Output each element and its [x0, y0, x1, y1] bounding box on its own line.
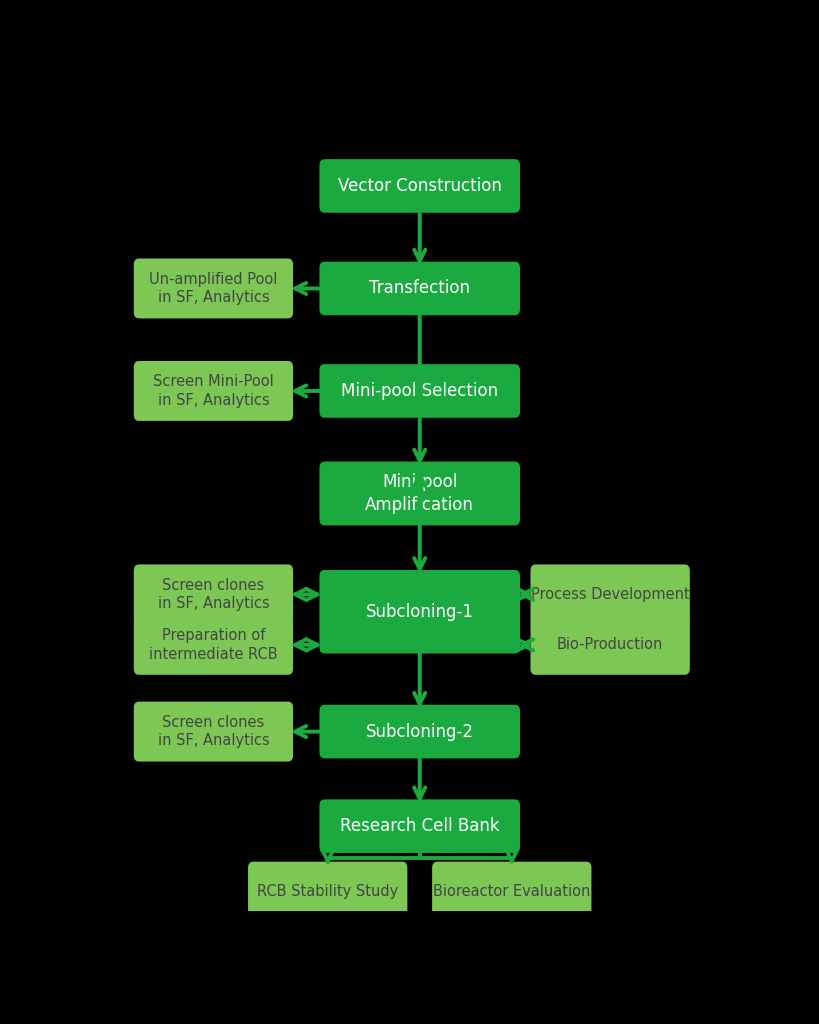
- Text: Vector Construction: Vector Construction: [337, 177, 502, 195]
- Text: RCB Stability Study: RCB Stability Study: [257, 884, 398, 899]
- FancyBboxPatch shape: [319, 365, 520, 418]
- FancyBboxPatch shape: [319, 570, 520, 653]
- FancyBboxPatch shape: [531, 564, 690, 625]
- Text: Un-amplified Pool
in SF, Analytics: Un-amplified Pool in SF, Analytics: [149, 271, 278, 305]
- Text: Subcloning-1: Subcloning-1: [366, 603, 473, 621]
- FancyBboxPatch shape: [133, 564, 293, 625]
- FancyBboxPatch shape: [319, 262, 520, 315]
- Text: Bio-Production: Bio-Production: [557, 637, 663, 652]
- FancyBboxPatch shape: [531, 614, 690, 675]
- FancyBboxPatch shape: [319, 800, 520, 853]
- FancyBboxPatch shape: [319, 159, 520, 213]
- Text: Mini-pool
Amplification: Mini-pool Amplification: [365, 473, 474, 514]
- FancyBboxPatch shape: [133, 614, 293, 675]
- Text: Screen clones
in SF, Analytics: Screen clones in SF, Analytics: [157, 715, 269, 749]
- FancyBboxPatch shape: [432, 861, 591, 922]
- Text: Screen clones
in SF, Analytics: Screen clones in SF, Analytics: [157, 578, 269, 611]
- FancyBboxPatch shape: [133, 258, 293, 318]
- Text: Transfection: Transfection: [369, 280, 470, 297]
- Text: Subcloning-2: Subcloning-2: [366, 723, 473, 740]
- Text: Research Cell Bank: Research Cell Bank: [340, 817, 500, 836]
- FancyBboxPatch shape: [133, 361, 293, 421]
- FancyBboxPatch shape: [248, 861, 407, 922]
- Text: Mini-pool Selection: Mini-pool Selection: [342, 382, 498, 400]
- Text: Screen Mini-Pool
in SF, Analytics: Screen Mini-Pool in SF, Analytics: [153, 374, 274, 408]
- FancyBboxPatch shape: [133, 701, 293, 762]
- Text: Process Development: Process Development: [531, 587, 690, 602]
- FancyBboxPatch shape: [319, 705, 520, 759]
- Text: Preparation of
intermediate RCB: Preparation of intermediate RCB: [149, 628, 278, 662]
- FancyBboxPatch shape: [319, 462, 520, 525]
- Text: Bioreactor Evaluation: Bioreactor Evaluation: [433, 884, 590, 899]
